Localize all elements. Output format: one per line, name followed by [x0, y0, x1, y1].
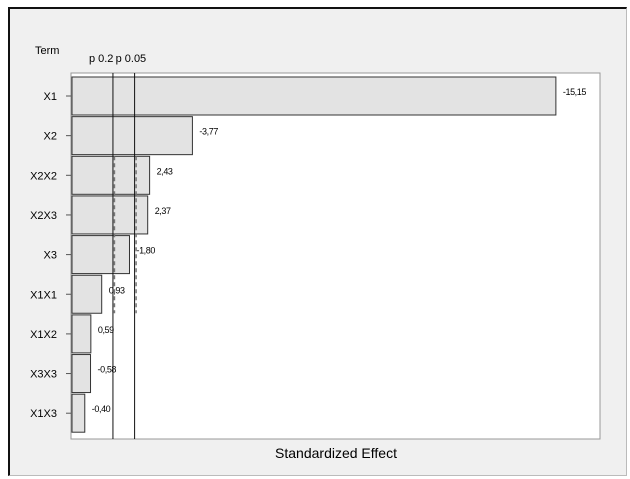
bar-x1x3 [71, 393, 86, 433]
value-label: -0,40 [92, 404, 111, 414]
y-tick-label: X1X3 [30, 408, 57, 420]
y-tick-label: X1 [44, 91, 57, 103]
bar-x2x2 [71, 155, 151, 195]
ref-line-label: p 0.2 [89, 53, 113, 65]
bar-x1x2 [71, 314, 92, 354]
y-tick-label: X1X2 [30, 329, 57, 341]
y-tick-label: X3X3 [30, 369, 57, 381]
x-axis-title: Standardized Effect [275, 445, 397, 461]
bar-x2 [71, 116, 193, 156]
ref-line-label: p 0.05 [116, 53, 147, 65]
value-label: -3,77 [199, 127, 218, 137]
value-label: 0,59 [98, 325, 114, 335]
value-label: 2,37 [155, 206, 171, 216]
value-label: 2,43 [157, 166, 173, 176]
y-tick-label: X2 [44, 131, 57, 143]
bar-x1x1 [71, 274, 103, 314]
y-tick-label: X1X1 [30, 289, 57, 301]
term-header: Term [35, 45, 59, 57]
bar-x3 [71, 235, 130, 275]
bar-x1 [71, 76, 557, 116]
value-label: 0,93 [109, 285, 125, 295]
y-tick-label: X2X2 [30, 170, 57, 182]
y-tick-label: X2X3 [30, 210, 57, 222]
value-label: -15,15 [563, 87, 587, 97]
y-tick-label: X3 [44, 250, 57, 262]
bar-x3x3 [71, 354, 92, 394]
value-label: -1,80 [136, 246, 155, 256]
value-label: -0,58 [98, 365, 117, 375]
